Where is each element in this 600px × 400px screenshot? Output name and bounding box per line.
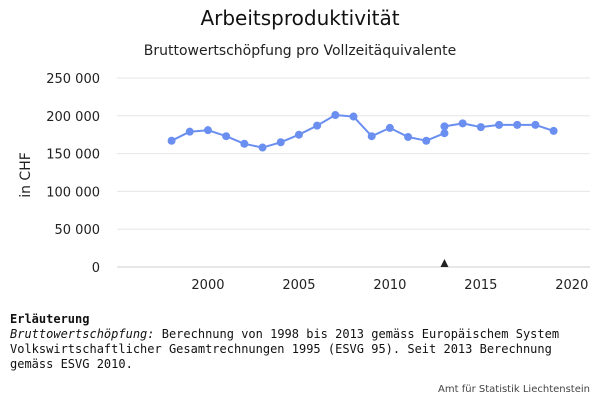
notes-term: Bruttowertschöpfung: [10,327,155,341]
x-tick-label: 2005 [282,278,315,293]
data-point [513,120,522,129]
data-point [258,143,267,152]
data-point [549,126,558,135]
y-tick-label: 0 [92,261,100,276]
line-chart: 0 50 000 100 000 150 000 200 000 250 000 2000 2… [18,72,590,293]
x-tick-label: 2000 [191,278,224,293]
source-credit: Amt für Statistik Liechtenstein [438,384,590,395]
data-point [367,132,376,141]
data-point [440,122,449,131]
data-point [331,111,340,120]
data-point [222,132,231,141]
x-tick-label: 2010 [373,278,406,293]
x-tick-label: 2015 [464,278,497,293]
series-line [171,114,445,149]
notes-body: Bruttowertschöpfung: Berechnung von 1998… [10,327,590,372]
y-axis-title: in CHF [18,152,34,198]
y-tick-label: 100 000 [46,185,100,200]
y-tick-label: 50 000 [55,223,101,238]
data-point [495,120,504,129]
data-point [276,138,285,147]
data-point [422,136,431,145]
notes-text: Berechnung von 1998 bis 2013 gemäss Euro… [10,327,560,371]
data-point [385,123,394,132]
data-point [458,119,467,128]
y-tick-label: 250 000 [46,72,100,87]
data-point [476,123,485,132]
chart-title: Arbeitsproduktivität [200,6,400,30]
notes-heading: Erläuterung [10,312,90,326]
data-point [313,121,322,130]
data-point [404,132,413,141]
data-point [531,120,540,129]
data-point [185,127,194,136]
data-point [203,126,212,135]
x-tick-label: 2020 [555,278,588,293]
data-point [349,112,358,121]
notes-section: Erläuterung Bruttowertschöpfung: Berechn… [10,312,590,372]
chart-subtitle: Bruttowertschöpfung pro Vollzeitäquivale… [143,43,457,59]
y-tick-label: 200 000 [46,110,100,125]
data-point [167,136,176,145]
data-point [240,139,249,148]
series-break-marker-icon [440,259,449,267]
data-point [294,130,303,139]
data-point [440,129,449,138]
y-tick-label: 150 000 [46,148,100,163]
